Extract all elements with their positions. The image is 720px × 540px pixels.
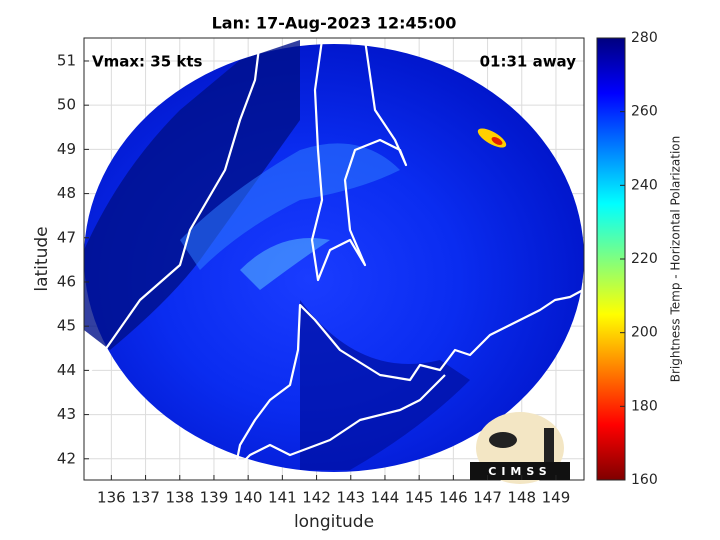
map-title: Lan: 17-Aug-2023 12:45:00 (212, 14, 457, 33)
y-tick-label: 45 (57, 317, 76, 335)
logo-tower (544, 428, 554, 462)
logo-dish (489, 432, 517, 448)
x-tick-label: 145 (405, 489, 434, 507)
x-tick-label: 143 (336, 489, 365, 507)
x-tick-label: 149 (542, 489, 571, 507)
coastline (310, 39, 408, 282)
cloud-band (180, 143, 400, 270)
time-away-label: 01:31 away (480, 53, 577, 71)
x-tick-label: 140 (234, 489, 263, 507)
y-tick-label: 49 (57, 140, 76, 158)
colorbar-tick-label: 260 (631, 104, 658, 120)
x-tick-label: 147 (473, 489, 502, 507)
x-tick-label: 146 (439, 489, 468, 507)
coastline (84, 39, 262, 381)
y-tick-label: 48 (57, 184, 76, 202)
cold-land (300, 300, 470, 470)
x-tick-label: 139 (200, 489, 229, 507)
colorbar-tick-label: 240 (631, 177, 658, 193)
x-tick-label: 144 (371, 489, 400, 507)
y-tick-label: 50 (57, 96, 76, 114)
x-tick-label: 138 (165, 489, 194, 507)
cold-land (84, 40, 300, 350)
colorbar-tick-label: 180 (631, 398, 658, 414)
cimss-logo: CIMSS (470, 412, 570, 484)
x-tick-label: 136 (97, 489, 126, 507)
y-tick-label: 47 (57, 228, 76, 246)
x-tick-label: 137 (131, 489, 160, 507)
colorbar-tick-label: 280 (631, 30, 658, 46)
coastline (233, 289, 584, 472)
colorbar-tick-label: 200 (631, 325, 658, 341)
y-tick-label: 44 (57, 361, 76, 379)
y-tick-label: 42 (57, 449, 76, 467)
vmax-label: Vmax: 35 kts (92, 53, 202, 71)
logo-bar (470, 462, 570, 480)
colorbar-label: Brightness Temp - Horizontal Polarizatio… (669, 136, 683, 383)
y-tick-label: 43 (57, 405, 76, 423)
colorbar-tick-label: 160 (631, 472, 658, 488)
y-axis-label: latitude (32, 226, 52, 291)
x-axis-label: longitude (294, 512, 374, 532)
hot-spot (491, 137, 503, 145)
axes-box (83, 37, 585, 481)
satellite-image (84, 39, 584, 472)
x-tick-label: 148 (507, 489, 536, 507)
x-tick-label: 141 (268, 489, 297, 507)
x-tick-label: 142 (302, 489, 331, 507)
y-tick-label: 46 (57, 272, 76, 290)
cloud-band (240, 238, 330, 290)
logo-text: CIMSS (488, 465, 551, 478)
colorbar-tick-label: 220 (631, 251, 658, 267)
y-tick-label: 51 (57, 51, 76, 69)
